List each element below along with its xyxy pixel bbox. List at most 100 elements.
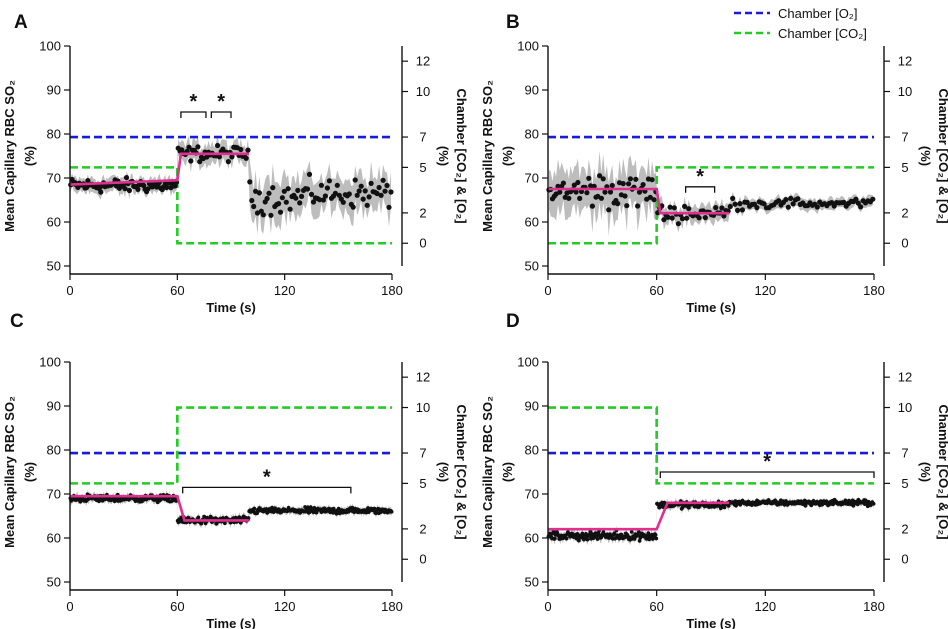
panel-a-y-tick-label-5: 100 (39, 39, 61, 54)
panel-a-point-98 (216, 154, 222, 160)
panel-b-y2-tick-label-3: 7 (901, 130, 908, 145)
panel-b-point-70 (675, 221, 682, 227)
panel-a-point-163 (340, 199, 346, 205)
panel-a-point-187 (388, 189, 394, 195)
panel-a-point-81 (186, 144, 192, 150)
panel-d-point-355 (803, 503, 808, 508)
panel-b-point-95 (727, 203, 733, 210)
panel-b-point-66 (667, 204, 673, 210)
panel-d-y2-tick-label-1: 2 (901, 521, 908, 536)
panel-c-point-179 (196, 515, 201, 520)
panel-b-point-25 (591, 183, 597, 189)
panel-b-point-49 (635, 203, 641, 209)
panel-d-y2-tick-label-0: 0 (901, 552, 908, 567)
panel-d-mean-fit-line (548, 501, 730, 531)
panel-a-point-180 (374, 190, 380, 197)
panel-d-sig-bracket-0 (659, 471, 875, 478)
panel-a: A * * 50 60 70 80 90 100 0 60 120 180 Time (s) 0 2 5 7 10 1… (2, 12, 469, 315)
panel-b-point-63 (661, 217, 667, 223)
panel-d-point-25 (564, 536, 569, 541)
panel-a-y-tick-label-3: 80 (47, 127, 61, 142)
panel-b-sig-star-0: * (696, 166, 704, 188)
panel-b-point-119 (785, 204, 791, 210)
panel-d-point-49 (582, 537, 586, 542)
panel-b-point-67 (669, 215, 675, 221)
panel-d-letter: D (506, 311, 520, 332)
panel-c-point-237 (238, 515, 242, 520)
panel-c-point-344 (314, 510, 319, 515)
panel-b-y-tick-label-3: 80 (525, 127, 539, 142)
panel-c-y-tick-label-0: 50 (47, 575, 61, 590)
panel-a-mean-fit-line (69, 152, 249, 186)
panel-a-point-80 (184, 148, 190, 154)
panel-a-y-label-unit: (%) (22, 146, 37, 166)
panel-b-point-99 (737, 201, 743, 207)
panel-b-x-label: Time (s) (686, 300, 736, 315)
panel-b-point-22 (586, 175, 592, 181)
panel-a-point-170 (354, 192, 360, 198)
panel-a-y-tick-label-2: 70 (47, 171, 61, 186)
panel-d-y-tick-label-1: 60 (525, 531, 539, 546)
panel-a-point-38 (122, 186, 128, 192)
panel-a-sig-star-1: * (217, 91, 225, 113)
panel-a-point-131 (277, 209, 284, 215)
panel-b-x-tick-label-3: 180 (863, 283, 885, 298)
panel-a-point-103 (225, 159, 231, 165)
panel-b-point-149 (858, 204, 864, 210)
panel-b-point-57 (649, 177, 655, 183)
panel-c-x-label: Time (s) (206, 616, 256, 629)
panel-a-point-172 (358, 183, 364, 189)
panel-b-point-44 (626, 181, 632, 187)
panel-b-point-80 (696, 215, 702, 221)
panel-c-x-tick-label-0: 0 (66, 599, 73, 614)
panel-b-y2-tick-label-5: 12 (898, 54, 912, 69)
panel-a-point-177 (368, 180, 374, 186)
panel-b-y2-tick-label-1: 2 (901, 205, 908, 220)
panel-a-point-86 (195, 144, 201, 150)
panel-c-y-tick-label-4: 90 (47, 399, 61, 414)
panel-d-point-449 (871, 501, 876, 506)
panel-b-letter: B (506, 12, 520, 33)
panel-c-point-183 (199, 521, 204, 526)
panel-a-point-54 (145, 186, 151, 192)
panel-c-y-tick-label-2: 70 (47, 487, 61, 502)
panel-b-point-41 (620, 181, 626, 187)
panel-b-point-35 (609, 182, 615, 189)
panel-b-point-6 (557, 189, 563, 195)
panel-a-y2-label-unit: (%) (436, 146, 451, 166)
panel-a-point-145 (304, 186, 311, 192)
panel-a-point-126 (268, 212, 274, 218)
panel-b-point-102 (744, 199, 750, 205)
panel-b-sig-bracket-0 (684, 186, 716, 193)
panel-a-point-113 (243, 155, 249, 161)
panel-d: D * 50 60 70 80 90 100 0 60 120 180 Time (s) 0 2 5 7 10 12… (480, 311, 948, 629)
panel-b-mean-fit-line (548, 187, 730, 215)
panel-a-x-tick-label-3: 180 (381, 283, 403, 298)
legend: Chamber [O₂] Chamber [CO₂] (734, 6, 867, 41)
panel-a-point-127 (270, 185, 276, 191)
panel-a-point-141 (297, 200, 303, 206)
panel-b-point-106 (754, 205, 760, 211)
panel-c-point-14 (78, 499, 83, 504)
panel-b-x-tick-label-0: 0 (544, 283, 551, 298)
panel-a-point-134 (283, 199, 289, 205)
panel-a-y-tick-label-4: 90 (47, 83, 61, 98)
panel-d-point-149 (654, 536, 659, 541)
panel-a-y2-tick-label-1: 2 (419, 205, 426, 220)
panel-b-point-92 (721, 213, 727, 219)
panel-b-point-91 (719, 205, 725, 211)
panel-b-point-48 (633, 176, 639, 182)
panel-b-point-142 (841, 199, 847, 205)
panel-b-co2-line (548, 166, 874, 245)
panel-d-y2-tick-label-3: 7 (901, 446, 908, 461)
panel-a-point-67 (164, 184, 170, 191)
panel-a-point-136 (287, 206, 293, 212)
panel-c-y2-label: Chamber [CO₂] & [O₂] (454, 404, 469, 539)
panel-b-point-73 (682, 203, 688, 209)
panel-c-y2-tick-label-3: 7 (419, 446, 426, 461)
panel-b-point-43 (624, 203, 630, 209)
panel-b-point-68 (671, 205, 677, 211)
panel-b-point-120 (788, 195, 794, 201)
